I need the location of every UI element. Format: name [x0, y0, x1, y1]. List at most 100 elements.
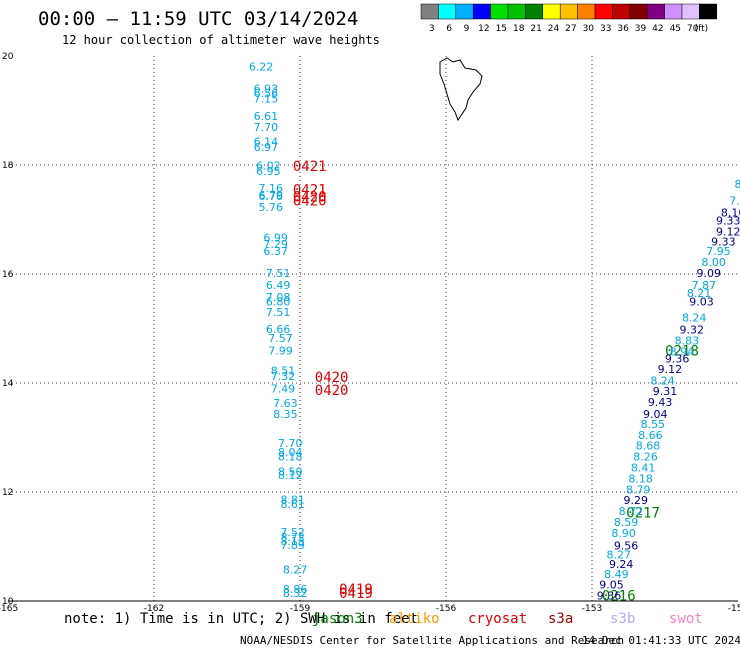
legend-unit: (ft)	[695, 24, 709, 34]
legend-label: 18	[513, 24, 525, 34]
pass-time-label: 0420	[293, 190, 327, 206]
legend-swatch	[472, 3, 491, 20]
wave-height-label: 8.81	[280, 494, 305, 507]
legend-label: 30	[583, 24, 595, 34]
legend-label: 9	[464, 24, 470, 34]
x-tick-label: -162	[144, 604, 164, 614]
legend-label: 36	[617, 24, 629, 34]
wave-height-label: 8.27	[607, 549, 632, 562]
wave-height-label: 8.50	[278, 465, 303, 478]
pass-time-label: 0421	[293, 183, 327, 199]
legend-swatch	[664, 3, 683, 20]
wave-height-label: 6.61	[254, 110, 279, 123]
wave-height-label: 6.37	[263, 245, 288, 258]
legend-swatch	[507, 3, 526, 20]
big-island-shape	[439, 57, 483, 122]
wave-height-label: 9.24	[609, 558, 634, 571]
wave-height-label: 8.72	[619, 505, 644, 518]
legend-swatch	[629, 3, 648, 20]
legend-label: 12	[478, 24, 489, 34]
wave-height-label: 7.08	[266, 291, 291, 304]
wave-height-label: 8.12	[278, 469, 303, 482]
x-tick-label: -150	[728, 604, 740, 614]
wave-height-label: 8.49	[604, 568, 629, 581]
wave-height-label: 8.86	[283, 583, 308, 596]
pass-time-label: 0420	[315, 370, 349, 386]
wave-height-label: 8.59	[614, 516, 639, 529]
legend-swatch	[594, 3, 613, 20]
legend-swatch	[559, 3, 578, 20]
legend-label: 39	[635, 24, 647, 34]
wave-height-label: 8.68	[636, 440, 661, 453]
legend-swatch	[420, 3, 439, 20]
legend-swatch	[681, 3, 700, 20]
wave-height-label: 7.57	[268, 332, 293, 345]
wave-height-label: 7.51	[266, 306, 291, 319]
footer-credit: NOAA/NESDIS Center for Satellite Applica…	[240, 634, 625, 647]
legend-swatch	[490, 3, 509, 20]
wave-height-label: 9.12	[658, 363, 683, 376]
wave-height-label: 6.76	[259, 190, 284, 203]
wave-height-label: 6.66	[266, 323, 291, 336]
wave-height-label: 8.94	[670, 345, 695, 358]
wave-height-label: 7.9	[729, 194, 740, 207]
wave-height-label: 8.24	[682, 312, 707, 325]
wave-height-label: 9.04	[643, 408, 668, 421]
wave-height-label: 8.90	[611, 527, 636, 540]
wave-height-label: 9.36	[665, 352, 690, 365]
sat-cryosat: cryosat	[468, 611, 528, 627]
wave-height-label: 7.99	[268, 344, 293, 357]
legend-label: 45	[670, 24, 681, 34]
wave-height-label: 6.99	[263, 231, 288, 244]
axis-tick-labels: -165 -162 -159 -156 -153 -150 10 12 14 16 18 20	[0, 52, 740, 614]
sat-jason3: jason3	[312, 611, 363, 627]
wave-height-label: 6.95	[256, 165, 281, 178]
legend-swatch	[542, 3, 561, 20]
pass-time-label: 0421	[293, 159, 327, 175]
y-tick-label: 20	[2, 52, 14, 62]
wave-height-label: 9.56	[614, 539, 639, 552]
wave-height-label: 8.55	[641, 418, 666, 431]
x-tick-label: -156	[436, 604, 457, 614]
wave-height-label: 9.03	[689, 295, 714, 308]
wave-height-label: 9.32	[680, 324, 705, 337]
legend-label: 6	[446, 24, 452, 34]
wave-height-label: 9.36	[597, 590, 622, 603]
wave-height-label: 8.51	[271, 364, 296, 377]
wave-height-label: 9.31	[653, 385, 678, 398]
grid-lines	[8, 56, 738, 601]
wave-height-label: 7.63	[273, 397, 298, 410]
legend-label: 24	[548, 24, 560, 34]
wave-height-label: 8.72	[280, 531, 305, 544]
wave-height-label: 7.29	[263, 238, 288, 251]
wave-height-label: 9.09	[697, 267, 722, 280]
pass-time-label: 0216	[602, 589, 636, 605]
x-tick-label: -159	[290, 604, 311, 614]
wave-height-label: 7.70	[278, 437, 303, 450]
wave-height-label: 7.70	[254, 121, 279, 134]
data-labels: 6.226.936.567.156.617.706.146.976.026.95…	[249, 60, 740, 604]
legend-label: 42	[652, 24, 663, 34]
x-tick-label: -165	[0, 604, 18, 614]
color-legend: 3 6 9 12 15 18 21 24 27 30 33 36 39 42 45 70(ft)	[420, 3, 718, 34]
pass-time-label: 0420	[315, 383, 349, 399]
wave-height-label: 8.10	[721, 206, 740, 219]
wave-height-label: 9.43	[648, 396, 673, 409]
wave-height-label: 8.00	[701, 256, 726, 269]
y-tick-label: 16	[2, 270, 14, 280]
legend-swatch	[455, 3, 474, 20]
wave-height-label: 6.14	[254, 136, 279, 149]
wave-height-label: 8.79	[626, 483, 651, 496]
wave-height-label: 8	[735, 178, 740, 191]
wave-height-label: 9.33	[711, 235, 736, 248]
chart-title: 00:00 – 11:59 UTC 03/14/2024	[38, 8, 359, 30]
pass-time-label: 0419	[339, 582, 373, 598]
wave-height-label: 6.22	[249, 60, 274, 73]
wave-height-label: 7.32	[271, 370, 296, 383]
legend-label: 3	[429, 24, 435, 34]
wave-height-label: 8.18	[628, 472, 653, 485]
y-tick-label: 10	[2, 597, 14, 607]
legend-label: 21	[530, 24, 541, 34]
wave-height-label: 6.56	[254, 87, 279, 100]
